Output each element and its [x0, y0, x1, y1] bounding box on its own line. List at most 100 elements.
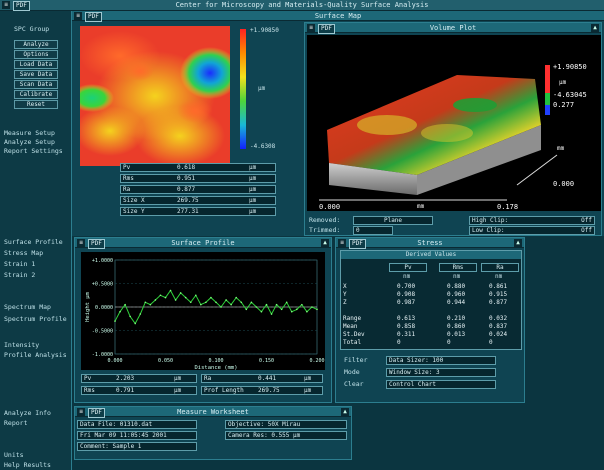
sidebar-item-report-settings[interactable]: Report Settings	[4, 147, 63, 155]
x-tick-label: 0.000	[107, 358, 122, 364]
sidebar-button-scan-data[interactable]: Scan Data	[14, 80, 58, 89]
removed-field[interactable]: Plane	[353, 216, 433, 225]
profile-point	[205, 301, 207, 304]
stat-value: 0.877	[177, 186, 196, 193]
profile-point	[306, 310, 308, 313]
volume-plot-titlebar: ≡ PDF Volume Plot ▲	[305, 23, 601, 34]
profile-point	[280, 308, 283, 311]
app-title: Center for Microscopy and Materials-Qual…	[175, 1, 429, 9]
app-title-bar: ≡ PDF Center for Microscopy and Material…	[0, 0, 604, 11]
date-field: Fri Mar 09 11:05:45 2001	[77, 431, 197, 440]
table-cell: Z	[343, 299, 347, 306]
profile-stat-value: 0.791	[116, 387, 135, 394]
y-axis-label: Height μm	[85, 291, 91, 321]
table-cell: X	[343, 283, 347, 290]
table-cell: 0.700	[397, 283, 416, 290]
sidebar-button-save-data[interactable]: Save Data	[14, 70, 58, 79]
maximize-button[interactable]: ▲	[321, 239, 329, 247]
y-tick-label: -1.0000	[92, 352, 113, 358]
surface-map-stats: Pv 0.618 μm Rms 0.951 μm Ra 0.877 μm Size X 269.75…	[120, 163, 280, 233]
window-menu-button[interactable]: ≡	[74, 12, 82, 20]
data-file-field[interactable]: Data File: 01310.dat	[77, 420, 197, 429]
trimmed-field[interactable]: 0	[353, 226, 393, 235]
table-header-cell: Pv	[389, 263, 427, 272]
profile-stat-label: Pv	[84, 375, 92, 382]
table-cell: 0.032	[489, 315, 508, 322]
sidebar-button-calibrate[interactable]: Calibrate	[14, 90, 58, 99]
sidebar-item-report[interactable]: Report	[4, 419, 28, 427]
table-unit-cell: nm	[453, 273, 461, 280]
stat-value: 0.618	[177, 164, 196, 171]
x-axis-unit-label: mm	[417, 203, 425, 210]
sidebar-item-units[interactable]: Units	[4, 451, 24, 459]
profile-point	[200, 303, 202, 306]
y-axis-unit-label: mm	[557, 145, 565, 152]
sidebar-button-reset[interactable]: Reset	[14, 100, 58, 109]
objective-field[interactable]: Objective: 50X Mirau	[225, 420, 347, 429]
high-clip-field[interactable]: High Clip: Off	[469, 216, 595, 225]
system-menu-button[interactable]: ≡	[2, 1, 10, 9]
stat-row: Rms 0.951 μm	[120, 174, 276, 183]
camera-res-field[interactable]: Camera Res: 0.555 μm	[225, 431, 347, 440]
table-header-cell: Ra	[481, 263, 519, 272]
sidebar-item-analyze-info[interactable]: Analyze Info	[4, 409, 51, 417]
high-clip-label: High Clip:	[472, 217, 509, 224]
sidebar-button-load-data[interactable]: Load Data	[14, 60, 58, 69]
table-header-cell: Rms	[439, 263, 477, 272]
volume-plot-graphic	[319, 65, 558, 201]
volume-plot-title: Volume Plot	[429, 24, 477, 32]
x-axis-label: Distance (mm)	[194, 365, 237, 370]
maximize-button[interactable]: ▲	[591, 24, 599, 32]
window-tag: PDF	[85, 12, 102, 22]
window-menu-button[interactable]: ≡	[307, 24, 315, 32]
sidebar-item-stress-map[interactable]: Stress Map	[4, 249, 44, 257]
sidebar-button-analyze[interactable]: Analyze	[14, 40, 58, 49]
colorbar-max-label: +1.90850	[250, 27, 279, 34]
profile-point	[139, 313, 142, 315]
sidebar-item-strain-2[interactable]: Strain 2	[4, 271, 36, 279]
filter-field[interactable]: Data Sizer: 100	[386, 356, 496, 365]
table-cell: 0.311	[397, 331, 416, 338]
z-max-label: +1.90850	[553, 63, 587, 71]
sidebar-item-help-results[interactable]: Help Results	[4, 461, 51, 469]
window-menu-button[interactable]: ≡	[77, 239, 85, 247]
sidebar-button-options[interactable]: Options	[14, 50, 58, 59]
stress-window: ≡ PDF Stress ▲ Derived Values Pv Rms Ra nm n…	[335, 237, 525, 403]
surface-map-titlebar: ≡ PDF Surface Map	[72, 11, 604, 22]
profile-point	[225, 299, 227, 301]
sidebar-item-spectrum-profile[interactable]: Spectrum Profile	[4, 315, 67, 323]
sidebar-item-surface-profile[interactable]: Surface Profile	[4, 238, 63, 246]
profile-point	[260, 310, 263, 313]
profile-plot-area: +1.0000 +0.5000 0.0000 -0.5000 -1.0000 0.000 0…	[81, 252, 325, 371]
window-menu-button[interactable]: ≡	[338, 239, 346, 247]
volume-plot-window: ≡ PDF Volume Plot ▲	[304, 22, 602, 236]
stat-label: Size X	[123, 197, 145, 204]
sidebar-item-spectrum-map[interactable]: Spectrum Map	[4, 303, 51, 311]
window-tag: PDF	[88, 408, 105, 418]
profile-point	[250, 301, 253, 304]
mode-field[interactable]: Window Size: 3	[386, 368, 496, 377]
stat-unit: μm	[249, 186, 257, 193]
sidebar-item-strain-1[interactable]: Strain 1	[4, 260, 36, 268]
profile-point	[134, 322, 136, 325]
window-menu-button[interactable]: ≡	[77, 408, 85, 416]
sidebar-item-measure-setup[interactable]: Measure Setup	[4, 129, 55, 137]
z-mid-label: 0.277	[553, 101, 575, 109]
volume-plot-canvas: +1.90850 μm -4.63045 0.277 mm 0.000 0.00…	[307, 35, 601, 211]
sidebar-item-profile-analysis[interactable]: Profile Analysis	[4, 351, 67, 359]
profile-point	[119, 310, 121, 313]
high-clip-value: Off	[581, 217, 592, 224]
table-cell: Total	[343, 339, 362, 346]
sidebar-item-intensity[interactable]: Intensity	[4, 341, 40, 349]
maximize-button[interactable]: ▲	[341, 408, 349, 416]
comment-field[interactable]: Comment: Sample 1	[77, 442, 197, 451]
low-clip-field[interactable]: Low Clip: Off	[469, 226, 595, 235]
low-clip-value: Off	[581, 227, 592, 234]
clear-field[interactable]: Control Chart	[386, 380, 496, 389]
profile-stat-field: Prof Length 269.75 μm	[201, 386, 323, 395]
table-cell: 0.024	[489, 331, 508, 338]
profile-stat-value: 0.441	[258, 375, 277, 382]
maximize-button[interactable]: ▲	[514, 239, 522, 247]
sidebar-item-analyze-setup[interactable]: Analyze Setup	[4, 138, 55, 146]
